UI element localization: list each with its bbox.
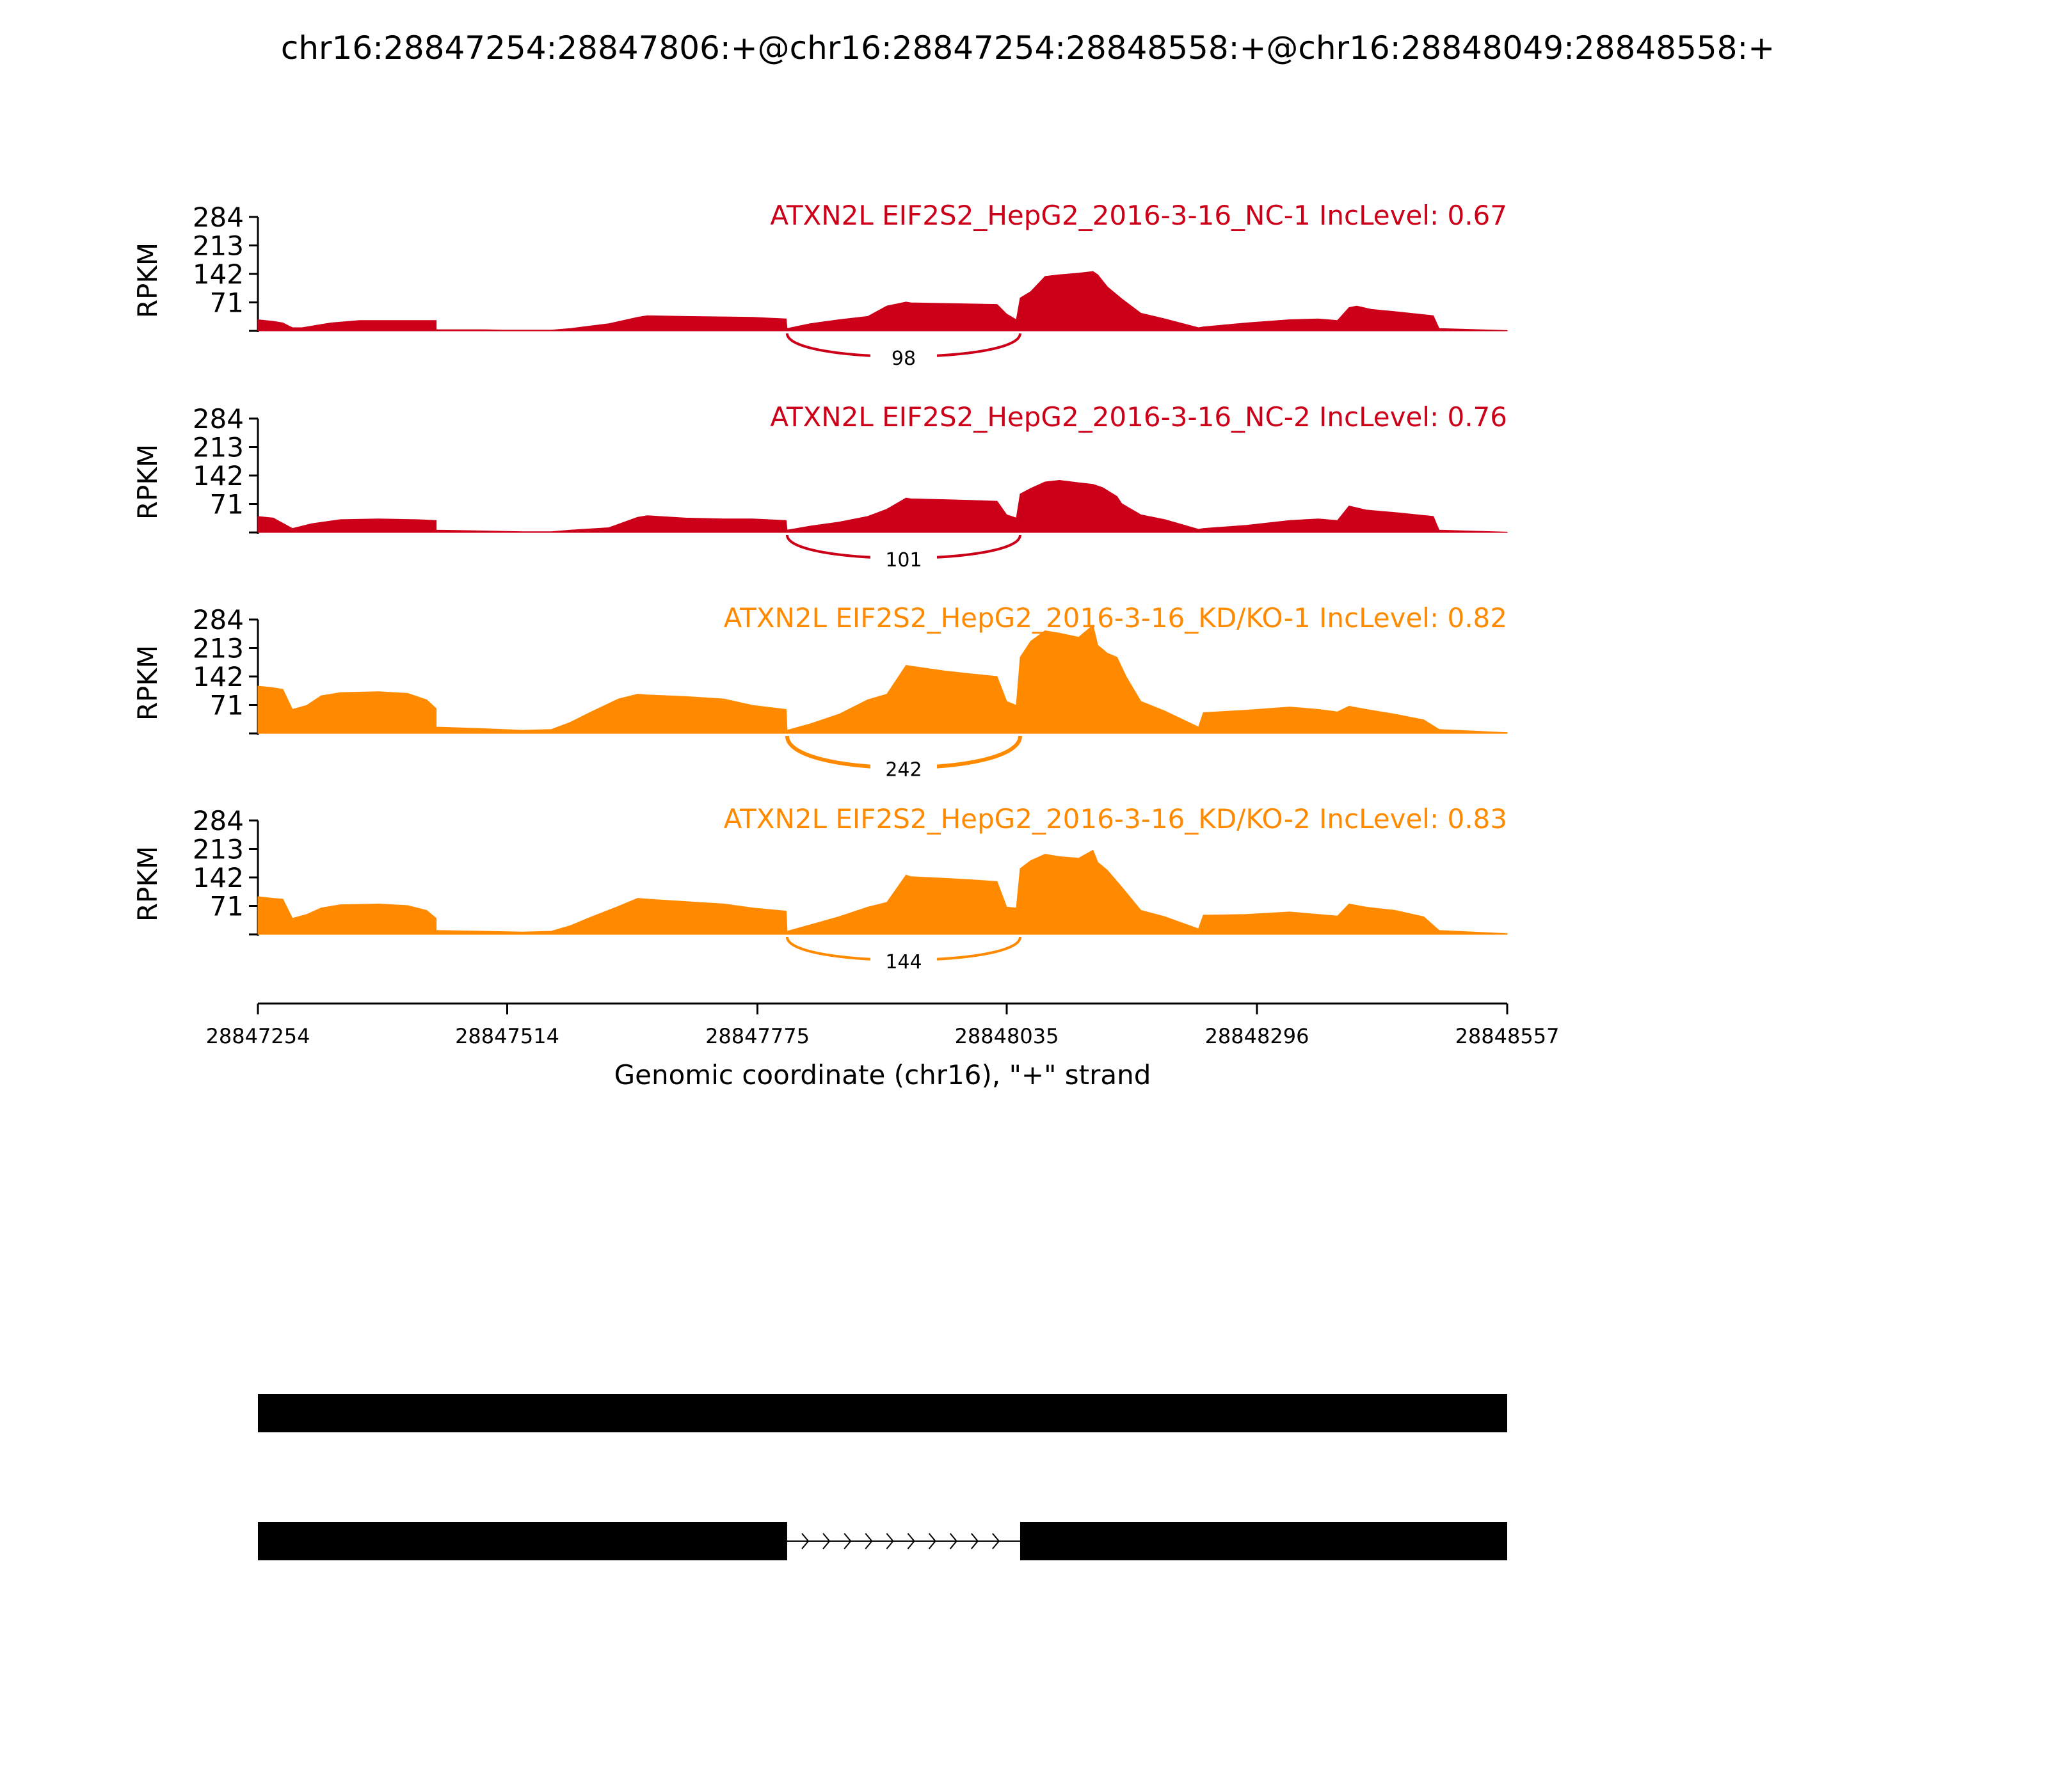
exon [258,1522,787,1560]
y-tick-label: 71 [210,287,244,319]
x-tick-label: 28848035 [955,1024,1059,1048]
y-tick-label: 284 [193,805,244,836]
y-tick-label: 142 [193,661,244,692]
chart-title: chr16:28847254:28847806:+@chr16:28847254… [281,29,1775,67]
exon [1020,1522,1507,1560]
y-axis-label: RPKM [132,846,163,922]
y-tick-label: 284 [193,403,244,435]
track-title: ATXN2L EIF2S2_HepG2_2016-3-16_NC-2 IncLe… [770,401,1507,433]
strand-arrow [949,1533,957,1549]
track-title: ATXN2L EIF2S2_HepG2_2016-3-16_NC-1 IncLe… [770,200,1507,231]
y-tick-label: 71 [210,891,244,922]
x-tick-label: 28847775 [705,1024,810,1048]
coverage-area [257,271,1508,332]
coverage-area [257,479,1508,533]
y-tick-label: 213 [193,633,244,664]
strand-arrow [865,1533,873,1549]
junction-label-bg [870,947,937,976]
junction-label: 144 [885,951,922,973]
y-tick-label: 284 [193,604,244,636]
y-tick-label: 284 [193,202,244,233]
track-title: ATXN2L EIF2S2_HepG2_2016-3-16_KD/KO-1 In… [724,602,1507,634]
exon [258,1394,1507,1432]
y-tick-label: 142 [193,460,244,492]
gene-models [258,1394,1507,1560]
strand-arrow [886,1533,894,1549]
strand-arrow [844,1533,852,1549]
y-tick-label: 142 [193,259,244,290]
y-axis-label: RPKM [132,444,163,520]
junction-label: 98 [892,348,916,370]
strand-arrow [971,1533,979,1549]
strand-arrow [822,1533,831,1549]
y-axis-label: RPKM [132,243,163,318]
strand-arrow [801,1533,810,1549]
x-tick-label: 28847514 [455,1024,559,1048]
strand-arrow [907,1533,915,1549]
junction-label: 101 [885,549,922,572]
gene-model-1 [258,1394,1507,1432]
y-tick-label: 71 [210,690,244,721]
junction-label-bg [870,545,937,574]
y-tick-label: 71 [210,489,244,520]
coverage-area [257,624,1508,734]
y-tick-label: 142 [193,862,244,893]
y-tick-label: 213 [193,230,244,262]
x-axis-ticks: 28847254 28847514 28847775 28848035 28848296… [206,1004,1560,1048]
junction-label: 242 [885,759,922,781]
strand-arrow [928,1533,936,1549]
x-tick-label: 28848296 [1205,1024,1309,1048]
junction-label-bg [870,754,937,784]
y-tick-label: 213 [193,834,244,865]
junction-label-bg [870,343,937,372]
track-title: ATXN2L EIF2S2_HepG2_2016-3-16_KD/KO-2 In… [724,803,1507,835]
coverage-area [257,849,1508,935]
y-axis-label: RPKM [132,645,163,721]
strand-arrow [992,1533,1000,1549]
x-tick-label: 28848557 [1455,1024,1560,1048]
gene-model-2 [258,1522,1507,1560]
x-axis: 28847254 28847514 28847775 28848035 28848296… [206,1002,1560,1091]
x-axis-label: Genomic coordinate (chr16), "+" strand [614,1059,1151,1091]
x-tick-label: 28847254 [206,1024,310,1048]
y-tick-label: 213 [193,432,244,463]
